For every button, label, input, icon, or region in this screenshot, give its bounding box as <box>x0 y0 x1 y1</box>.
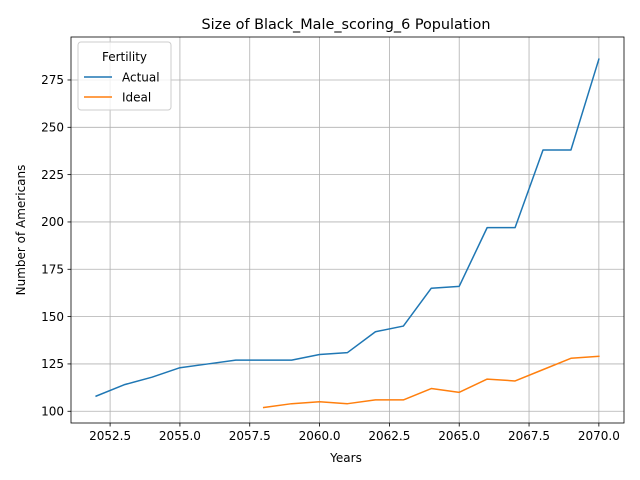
legend-label-actual: Actual <box>122 71 160 85</box>
grid <box>71 37 624 423</box>
plot-area <box>70 36 625 424</box>
y-tick-label: 100 <box>41 404 64 418</box>
x-tick-label: 2067.5 <box>508 429 550 443</box>
y-tick-label: 175 <box>41 262 64 276</box>
legend-title: Fertility <box>102 50 147 64</box>
x-tick-label: 2052.5 <box>89 429 131 443</box>
x-tick-label: 2062.5 <box>368 429 410 443</box>
legend-box <box>77 41 172 111</box>
y-axis: 100 125 150 175 200 225 250 275 <box>41 73 71 418</box>
x-tick-label: 2065.0 <box>438 429 480 443</box>
y-tick-label: 275 <box>41 73 64 87</box>
x-tick-label: 2055.0 <box>159 429 201 443</box>
y-tick-label: 225 <box>41 168 64 182</box>
x-tick-label: 2057.5 <box>229 429 271 443</box>
chart-title: Size of Black_Male_scoring_6 Population <box>202 17 491 33</box>
x-axis: 2052.5 2055.0 2057.5 2060.0 2062.5 2065.0 2067… <box>89 423 620 443</box>
y-tick-label: 150 <box>41 310 64 324</box>
series-line-ideal <box>262 355 600 409</box>
x-axis-label: Years <box>329 451 362 465</box>
x-tick-label: 2070.0 <box>578 429 620 443</box>
legend-label-ideal: Ideal <box>122 91 151 105</box>
y-axis-label: Number of Americans <box>14 165 28 296</box>
y-tick-label: 125 <box>41 357 64 371</box>
series-line-actual <box>95 58 600 398</box>
x-tick-label: 2060.0 <box>299 429 341 443</box>
legend: Fertility Actual Ideal <box>77 41 172 111</box>
y-tick-label: 200 <box>41 215 64 229</box>
series-lines <box>95 58 600 409</box>
y-tick-label: 250 <box>41 121 64 135</box>
